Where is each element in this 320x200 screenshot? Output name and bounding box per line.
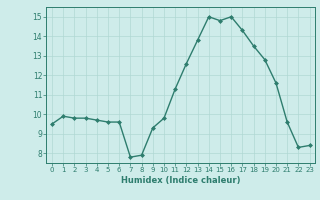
X-axis label: Humidex (Indice chaleur): Humidex (Indice chaleur) [121, 176, 241, 185]
